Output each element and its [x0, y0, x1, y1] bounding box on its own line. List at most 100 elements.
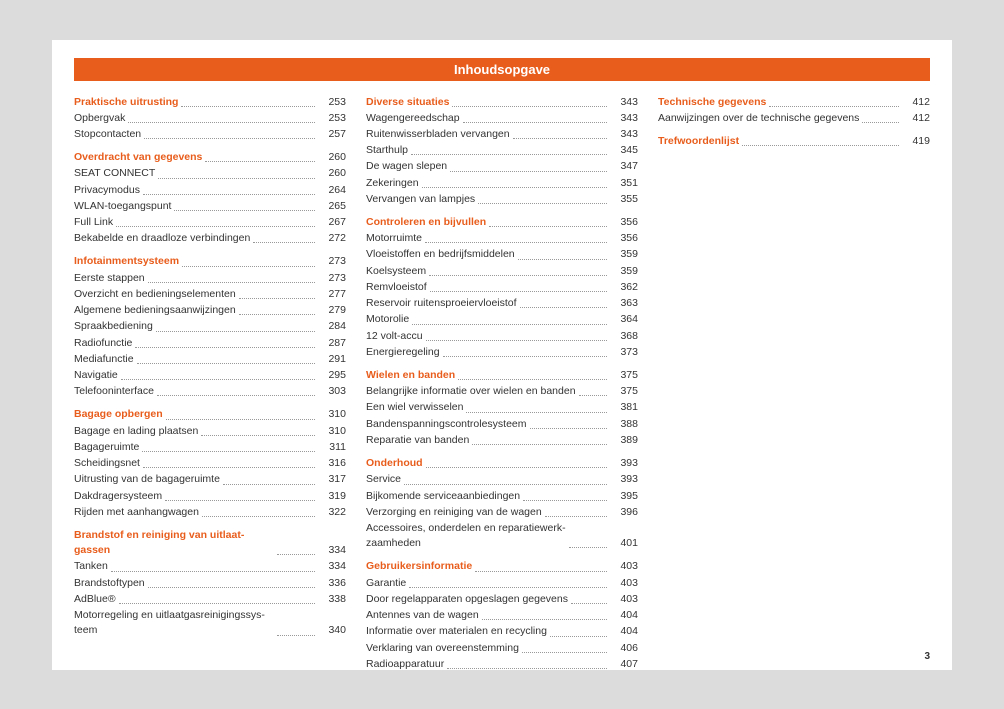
toc-section-label: Gebruikersinformatie: [366, 559, 472, 574]
toc-entry-row: SEAT CONNECT 260: [74, 166, 346, 181]
toc-entry-row: Accessoires, onderdelen en reparatiewerk…: [366, 521, 638, 551]
toc-entry-row: Opbergvak253: [74, 111, 346, 126]
toc-page-number: 343: [610, 127, 638, 142]
toc-entry-label: Stopcontacten: [74, 127, 141, 142]
toc-entry-row: Telefooninterface303: [74, 384, 346, 399]
toc-page-number: 291: [318, 352, 346, 367]
toc-page-number: 359: [610, 264, 638, 279]
toc-entry-label: Belangrijke informatie over wielen en ba…: [366, 384, 576, 399]
toc-entry-row: Garantie403: [366, 576, 638, 591]
page-container: Inhoudsopgave Praktische uitrusting253Op…: [52, 40, 952, 670]
toc-entry-label: Verzorging en reiniging van de wagen: [366, 505, 542, 520]
toc-entry-label: Remvloeistof: [366, 280, 427, 295]
toc-dots: [205, 161, 315, 162]
toc-entry-row: AdBlue®338: [74, 592, 346, 607]
toc-dots: [520, 307, 607, 308]
toc-entry-row: Dakdragersysteem319: [74, 489, 346, 504]
toc-entry-row: Mediafunctie291: [74, 352, 346, 367]
toc-entry-label: Ruitenwisserbladen vervangen: [366, 127, 510, 142]
toc-entry-row: Radiofunctie287: [74, 336, 346, 351]
toc-dots: [463, 122, 607, 123]
toc-dots: [253, 242, 315, 243]
toc-entry-row: Verklaring van overeenstemming406: [366, 641, 638, 656]
toc-entry-label: Een wiel verwisselen: [366, 400, 463, 415]
toc-entry-row: Bandenspanningscontrolesysteem388: [366, 417, 638, 432]
toc-page-number: 355: [610, 192, 638, 207]
toc-entry-label: Bagage en lading plaatsen: [74, 424, 198, 439]
toc-entry-row: Vervangen van lampjes355: [366, 192, 638, 207]
toc-entry-label: Algemene bedieningsaanwijzingen: [74, 303, 236, 318]
toc-section-label: Praktische uitrusting: [74, 95, 178, 110]
toc-page-number: 393: [610, 472, 638, 487]
toc-section-label: Wielen en banden: [366, 368, 455, 383]
toc-page-number: 404: [610, 624, 638, 639]
toc-dots: [128, 122, 315, 123]
toc-page-number: 265: [318, 199, 346, 214]
toc-page-number: 273: [318, 254, 346, 269]
toc-entry-label: Reparatie van banden: [366, 433, 469, 448]
toc-entry-row: Verzorging en reiniging van de wagen396: [366, 505, 638, 520]
toc-dots: [550, 636, 607, 637]
toc-dots: [422, 187, 607, 188]
toc-page-number: 363: [610, 296, 638, 311]
toc-page-number: 375: [610, 368, 638, 383]
toc-section-label: Bagage opbergen: [74, 407, 163, 422]
toc-page-number: 375: [610, 384, 638, 399]
toc-dots: [472, 444, 607, 445]
toc-dots: [166, 419, 315, 420]
toc-column-3: Technische gegevens412Aanwijzingen over …: [658, 95, 930, 673]
toc-page-number: 284: [318, 319, 346, 334]
toc-page-number: 419: [902, 134, 930, 149]
toc-dots: [239, 314, 315, 315]
page-number: 3: [924, 651, 930, 662]
toc-page-number: 287: [318, 336, 346, 351]
toc-section-label: Diverse situaties: [366, 95, 449, 110]
toc-page-number: 322: [318, 505, 346, 520]
toc-dots: [148, 282, 315, 283]
toc-page-number: 253: [318, 95, 346, 110]
toc-page-number: 310: [318, 424, 346, 439]
toc-page-number: 336: [318, 576, 346, 591]
toc-dots: [277, 554, 315, 555]
toc-page-number: 257: [318, 127, 346, 142]
toc-dots: [742, 145, 899, 146]
toc-entry-label: SEAT CONNECT: [74, 166, 155, 181]
toc-dots: [165, 500, 315, 501]
toc-page-number: 412: [902, 111, 930, 126]
toc-section-label: Trefwoordenlijst: [658, 134, 739, 149]
toc-page-number: 395: [610, 489, 638, 504]
toc-page-number: 356: [610, 215, 638, 230]
toc-entry-label: Rijden met aanhangwagen: [74, 505, 199, 520]
toc-section-row: Bagage opbergen 310: [74, 407, 346, 422]
toc-entry-label: Tanken: [74, 559, 108, 574]
toc-page-number: 404: [610, 608, 638, 623]
toc-page-number: 310: [318, 407, 346, 422]
toc-section-label: Overdracht van gegevens: [74, 150, 202, 165]
toc-dots: [409, 587, 607, 588]
toc-page-number: 343: [610, 111, 638, 126]
toc-entry-row: Bagage en lading plaatsen 310: [74, 424, 346, 439]
toc-entry-row: Ruitenwisserbladen vervangen 343: [366, 127, 638, 142]
toc-entry-label: AdBlue®: [74, 592, 116, 607]
toc-dots: [425, 242, 607, 243]
toc-entry-row: De wagen slepen347: [366, 159, 638, 174]
toc-dots: [426, 340, 607, 341]
toc-entry-row: Belangrijke informatie over wielen en ba…: [366, 384, 638, 399]
toc-page-number: 317: [318, 472, 346, 487]
toc-dots: [458, 379, 607, 380]
toc-entry-row: Starthulp345: [366, 143, 638, 158]
toc-dots: [143, 467, 315, 468]
toc-section-row: Praktische uitrusting 253: [74, 95, 346, 110]
toc-dots: [239, 298, 315, 299]
toc-page-number: 393: [610, 456, 638, 471]
toc-dots: [277, 635, 315, 636]
toc-entry-label: Vloeistoffen en bedrijfsmiddelen: [366, 247, 515, 262]
toc-dots: [569, 547, 607, 548]
toc-entry-row: 12 volt-accu368: [366, 329, 638, 344]
toc-page-number: 362: [610, 280, 638, 295]
toc-dots: [862, 122, 899, 123]
toc-entry-label: Telefooninterface: [74, 384, 154, 399]
toc-dots: [156, 331, 315, 332]
toc-dots: [202, 516, 315, 517]
toc-page-number: 260: [318, 166, 346, 181]
